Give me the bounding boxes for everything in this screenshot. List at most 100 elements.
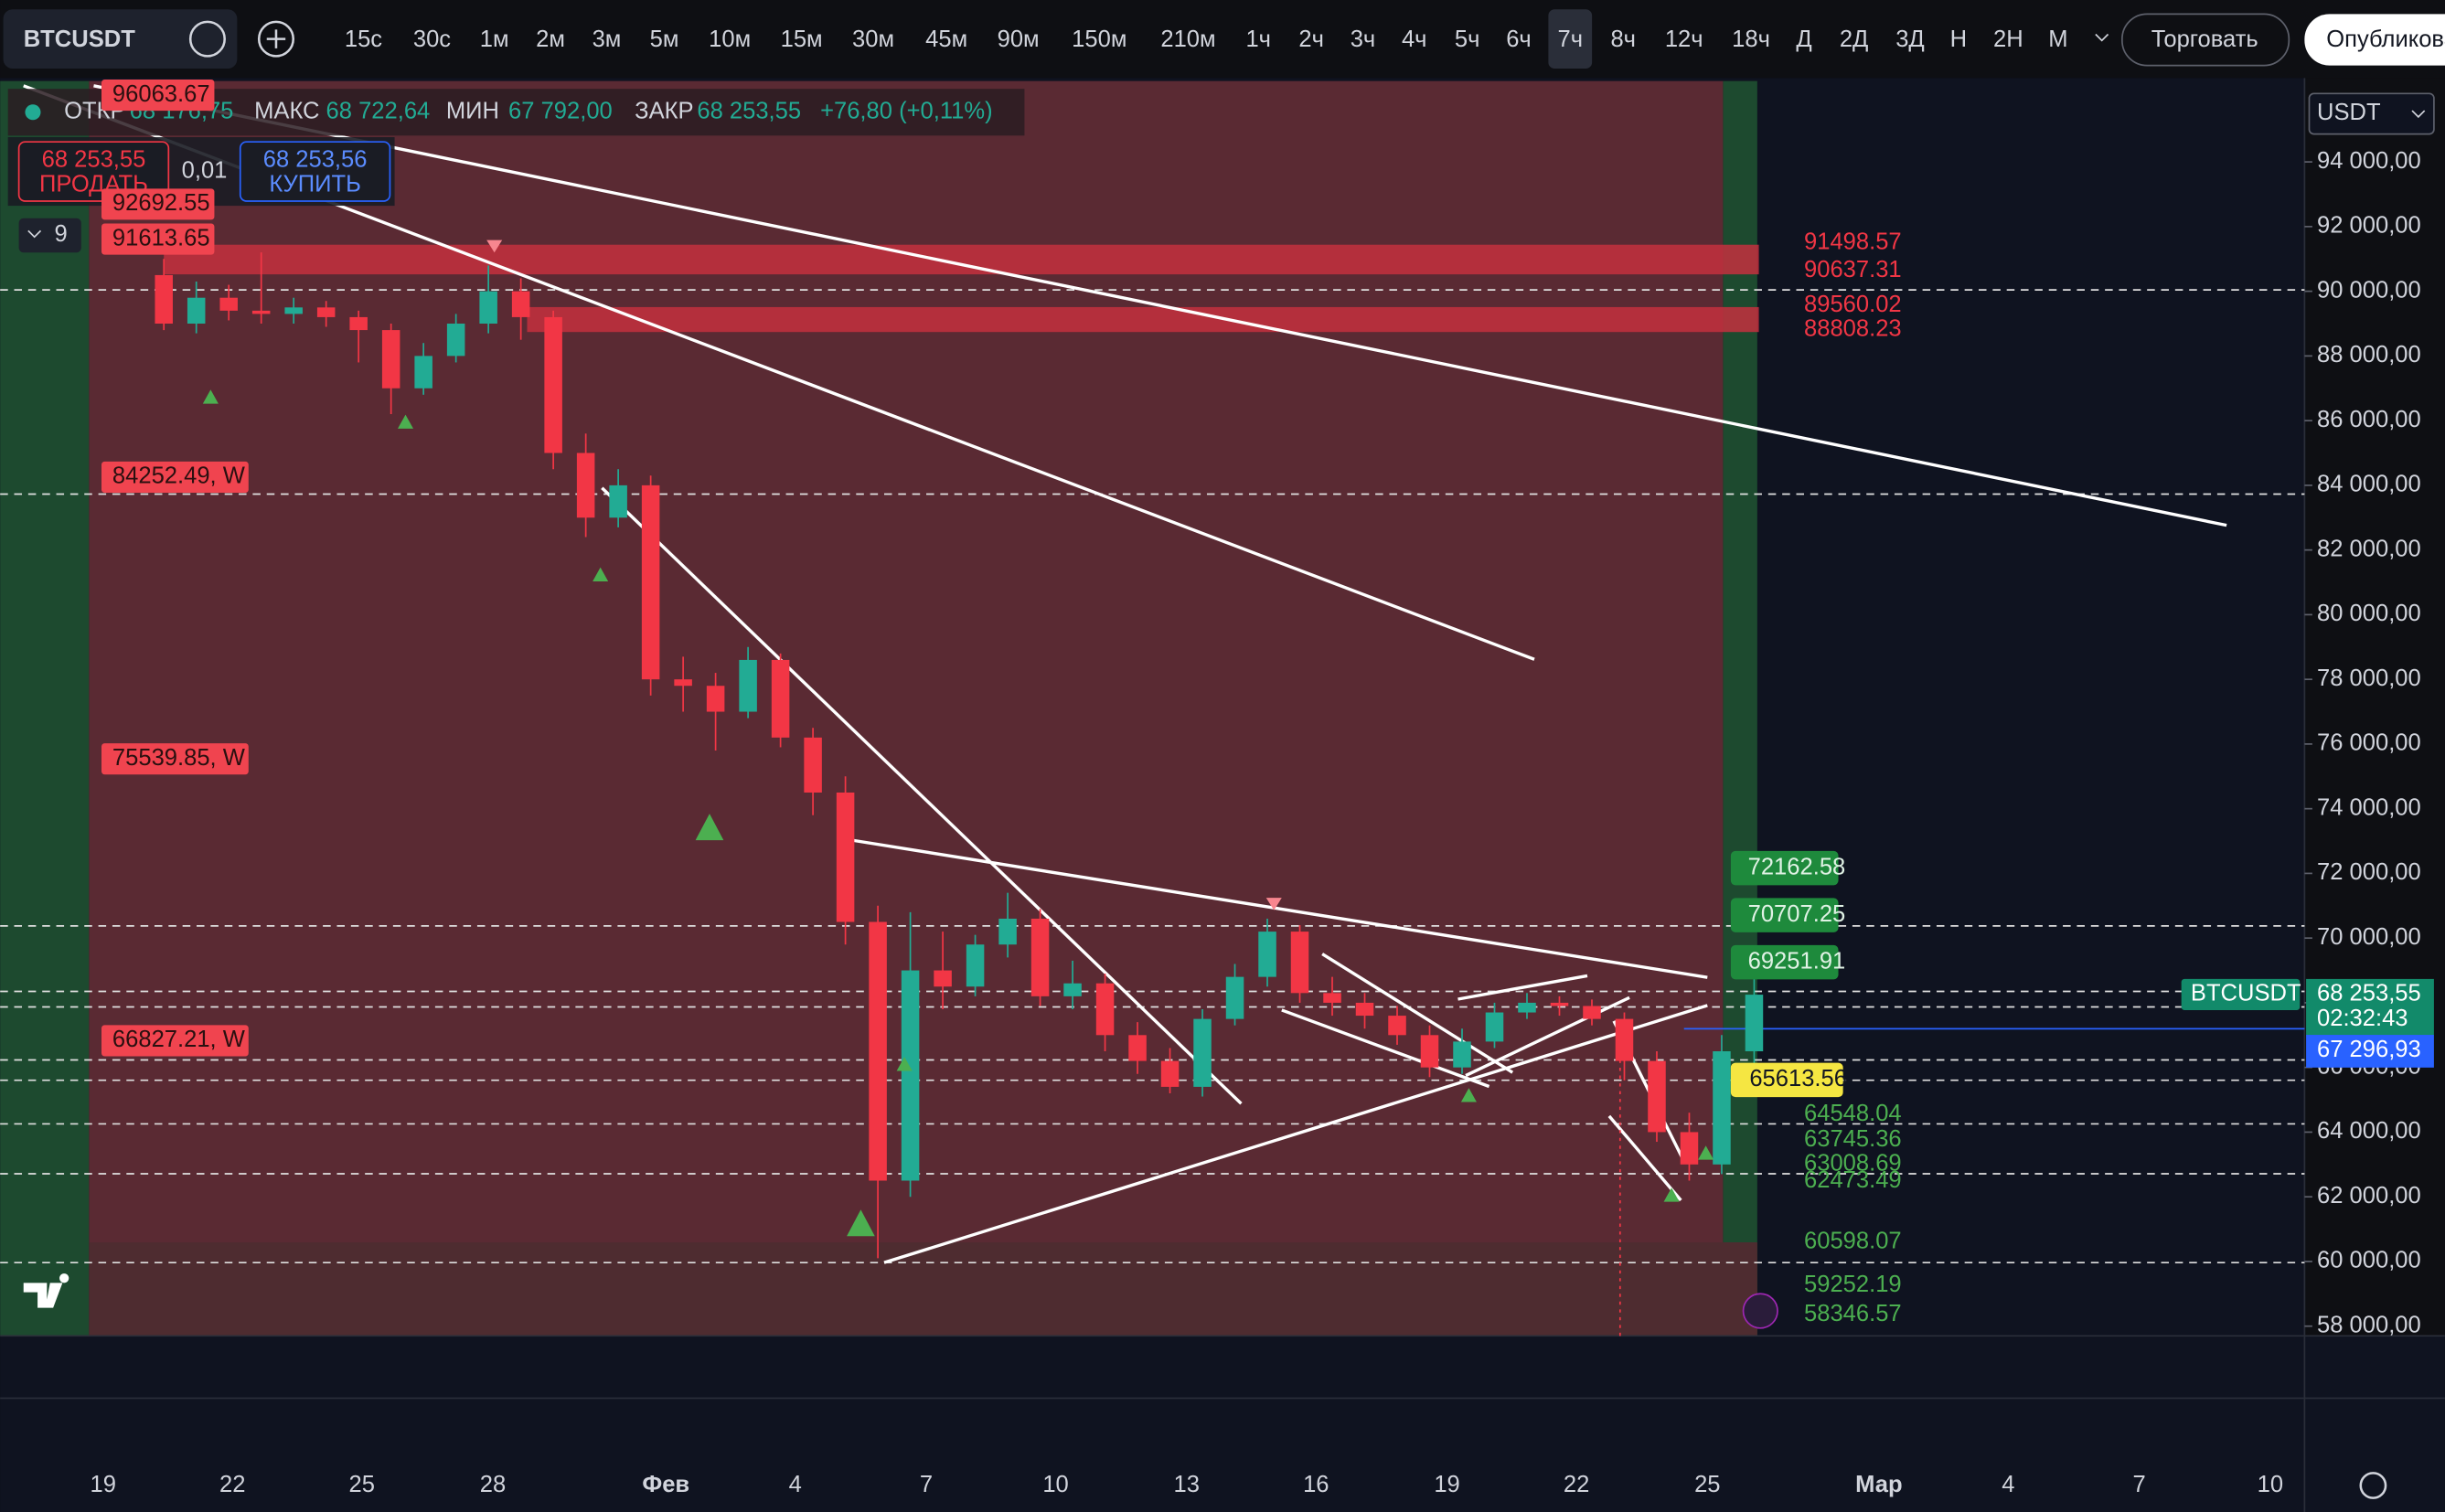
interval[interactable]: 1м: [480, 27, 509, 52]
trend-line: [601, 486, 1243, 1105]
spread: 0,01: [182, 157, 228, 183]
change-value: +76,80 (+0,11%): [820, 99, 993, 124]
y-tick-label: 62 000,00: [2317, 1183, 2421, 1209]
currency-select[interactable]: [2308, 92, 2435, 135]
buy-signal: [847, 1209, 875, 1237]
interval[interactable]: 2Д: [1840, 27, 1869, 52]
interval[interactable]: 10м: [709, 27, 751, 52]
assistant-icon[interactable]: [1742, 1293, 1778, 1329]
interval[interactable]: 2Н: [1993, 27, 2023, 52]
settings-icon[interactable]: [2359, 1472, 2387, 1499]
candles: [155, 252, 1764, 1259]
y-tick-label: 84 000,00: [2317, 472, 2421, 497]
interval[interactable]: Д: [1796, 27, 1811, 52]
symbol[interactable]: BTCUSDT: [24, 27, 136, 52]
sell-signal: [486, 240, 503, 253]
interval[interactable]: 6ч: [1506, 27, 1532, 52]
y-tick-label: 78 000,00: [2317, 665, 2421, 691]
candle-body: [1388, 1016, 1406, 1036]
interval[interactable]: 15м: [781, 27, 823, 52]
support-label: 60598.07: [1804, 1229, 1902, 1254]
candle-body: [446, 323, 465, 357]
sell-price[interactable]: 68 253,55: [42, 146, 146, 172]
level-tag-label: 84252.49, W: [112, 463, 246, 489]
trend-line: [1457, 974, 1588, 1001]
trade-button-label[interactable]: Торговать: [2151, 27, 2258, 52]
interval[interactable]: 150м: [1072, 27, 1126, 52]
x-tick-label: 13: [1174, 1472, 1200, 1497]
interval[interactable]: 2м: [536, 27, 565, 52]
support-label: 63745.36: [1804, 1126, 1902, 1152]
interval[interactable]: 1ч: [1245, 27, 1271, 52]
resistance-label: 89560.02: [1804, 292, 1902, 317]
candle-body: [1615, 1018, 1634, 1061]
candle-body: [1680, 1132, 1699, 1165]
last-price-label: 68 253,55: [2317, 981, 2421, 1006]
interval[interactable]: 2ч: [1298, 27, 1324, 52]
interval[interactable]: 3ч: [1351, 27, 1376, 52]
candle-body: [1550, 1002, 1569, 1006]
x-tick-label: 22: [219, 1472, 245, 1497]
resistance-band: [527, 306, 1759, 333]
signal-markers: [202, 389, 1714, 1237]
interval[interactable]: 18ч: [1732, 27, 1770, 52]
candle-body: [1128, 1035, 1147, 1061]
interval[interactable]: 45м: [925, 27, 967, 52]
interval[interactable]: Н: [1950, 27, 1967, 52]
resistance-band: [164, 244, 1759, 275]
last-price-tag: [2306, 978, 2434, 1036]
chevron: [2095, 33, 2109, 42]
x-tick-label: 7: [2133, 1472, 2146, 1497]
candle-body: [934, 970, 952, 987]
candle-body: [901, 970, 920, 1181]
interval[interactable]: 5ч: [1455, 27, 1480, 52]
plus-icon: [266, 29, 286, 48]
publish-button-label[interactable]: Опубликовать: [2326, 27, 2445, 52]
indicators-count[interactable]: 9: [55, 221, 68, 247]
sell-button[interactable]: [17, 141, 170, 202]
symbol-search[interactable]: [3, 9, 238, 69]
interval[interactable]: 15с: [345, 27, 382, 52]
candle-body: [155, 274, 173, 324]
compare-button[interactable]: [257, 20, 295, 58]
interval[interactable]: 12ч: [1665, 27, 1703, 52]
interval[interactable]: 30м: [852, 27, 894, 52]
interval[interactable]: 5м: [650, 27, 679, 52]
currency[interactable]: USDT: [2317, 100, 2381, 125]
candle-body: [1030, 918, 1050, 996]
buy-button[interactable]: [239, 141, 391, 202]
publish-button[interactable]: [2304, 14, 2445, 66]
interval[interactable]: 210м: [1160, 27, 1215, 52]
buy-signal: [1698, 1145, 1714, 1160]
interval[interactable]: 4ч: [1402, 27, 1427, 52]
candle-body: [544, 316, 562, 453]
x-tick-label: 19: [1434, 1472, 1459, 1497]
interval[interactable]: 8ч: [1610, 27, 1636, 52]
interval[interactable]: 7ч: [1557, 27, 1583, 52]
candle-body: [187, 297, 206, 324]
level-box-label: 69251.91: [1748, 948, 1846, 974]
interval[interactable]: 3Д: [1895, 27, 1925, 52]
symbol-icon[interactable]: [188, 20, 226, 58]
indicators-toggle[interactable]: [18, 218, 81, 253]
level-tag-label: 66827.21, W: [112, 1027, 246, 1052]
x-tick-label: 19: [90, 1472, 115, 1497]
high-label: МАКС: [254, 99, 319, 124]
candle-body: [966, 944, 985, 987]
x-tick-label: 10: [1042, 1472, 1068, 1497]
level-tag: [101, 223, 215, 255]
trend-line: [1281, 1008, 1490, 1089]
buy-price[interactable]: 68 253,56: [263, 146, 368, 172]
y-tick-label: 58 000,00: [2317, 1312, 2421, 1337]
buy-label[interactable]: КУПИТЬ: [269, 172, 361, 197]
interval[interactable]: 90м: [998, 27, 1040, 52]
level-box: [1730, 850, 1839, 886]
candle-body: [349, 316, 368, 331]
buy-signal: [202, 389, 219, 404]
interval[interactable]: 30с: [413, 27, 451, 52]
candle-body: [1290, 932, 1309, 994]
trade-button[interactable]: [2121, 13, 2290, 67]
interval[interactable]: М: [2048, 27, 2067, 52]
interval[interactable]: 3м: [593, 27, 622, 52]
